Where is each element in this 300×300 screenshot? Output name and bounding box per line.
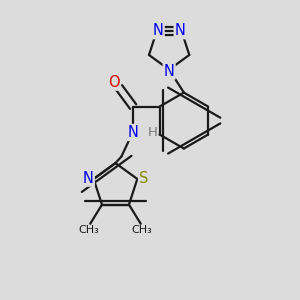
Text: N: N <box>164 64 175 79</box>
Text: N: N <box>153 23 164 38</box>
Text: CH₃: CH₃ <box>78 225 99 235</box>
Text: N: N <box>175 23 186 38</box>
Text: O: O <box>108 75 119 90</box>
Text: H: H <box>147 126 157 139</box>
Text: N: N <box>128 125 139 140</box>
Text: N: N <box>83 171 94 186</box>
Text: S: S <box>139 171 148 186</box>
Text: CH₃: CH₃ <box>132 225 153 235</box>
